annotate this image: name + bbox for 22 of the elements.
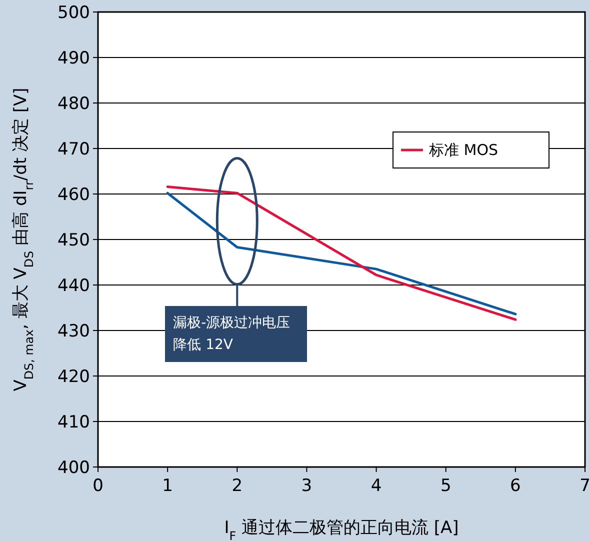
y-tick-label: 460 (58, 185, 90, 205)
y-tick-label: 480 (58, 94, 90, 114)
x-tick-label: 4 (370, 476, 382, 496)
x-axis-title: I$_{F}$ 通过体二极管的正向电流 [A] (224, 518, 459, 542)
y-tick-label: 490 (58, 48, 90, 68)
x-tick-label: 5 (440, 476, 452, 496)
y-tick-label: 410 (58, 412, 90, 432)
x-tick-label: 1 (162, 476, 173, 496)
y-tick-label: 500 (58, 3, 90, 23)
x-tick-label: 6 (510, 476, 521, 496)
y-tick-label: 470 (58, 140, 90, 160)
y-tick-label: 440 (58, 276, 90, 296)
x-tick-label: 7 (580, 476, 590, 496)
y-tick-label: 450 (58, 230, 90, 250)
legend-label: 标准 MOS (428, 141, 498, 159)
x-tick-label: 0 (92, 476, 104, 496)
y-tick-label: 430 (58, 322, 90, 342)
y-tick-label: 400 (58, 458, 90, 478)
x-tick-label: 3 (301, 476, 312, 496)
y-tick-label: 420 (58, 367, 90, 387)
annotation: 漏极-源极过冲电压降低 12V (165, 306, 308, 362)
x-tick-label: 2 (232, 476, 243, 496)
